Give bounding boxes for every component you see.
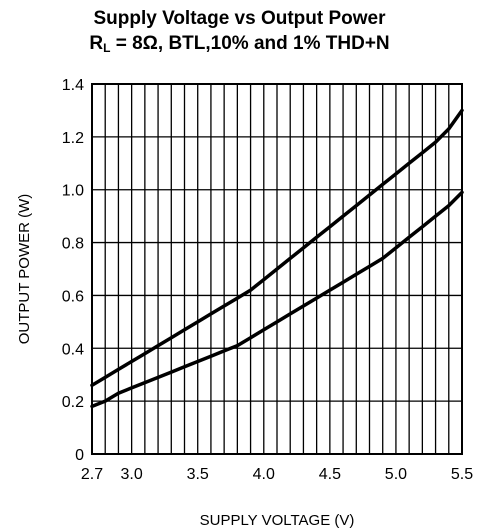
x-tick-label: 5.0 <box>385 466 407 483</box>
y-tick-labels: 0 0.2 0.4 0.6 0.8 1.0 1.2 1.4 <box>62 77 84 464</box>
x-tick-labels: 2.7 3.0 3.5 4.0 4.5 5.0 5.5 <box>81 466 473 483</box>
y-tick-label: 0 <box>75 447 84 464</box>
x-tick-label: 2.7 <box>81 466 103 483</box>
y-tick-label: 0.4 <box>62 341 84 358</box>
y-tick-label: 0.8 <box>62 236 84 253</box>
y-tick-label: 0.6 <box>62 288 84 305</box>
y-tick-label: 1.4 <box>62 77 84 94</box>
y-tick-label: 0.2 <box>62 394 84 411</box>
y-tick-label: 1.0 <box>62 183 84 200</box>
y-axis-label: OUTPUT POWER (W) <box>16 194 33 345</box>
x-tick-label: 4.5 <box>319 466 341 483</box>
x-axis-label: SUPPLY VOLTAGE (V) <box>200 512 355 529</box>
x-tick-label: 3.5 <box>187 466 209 483</box>
x-tick-label: 4.0 <box>253 466 275 483</box>
y-tick-label: 1.2 <box>62 130 84 147</box>
x-tick-label: 3.0 <box>121 466 143 483</box>
x-tick-label: 5.5 <box>451 466 473 483</box>
